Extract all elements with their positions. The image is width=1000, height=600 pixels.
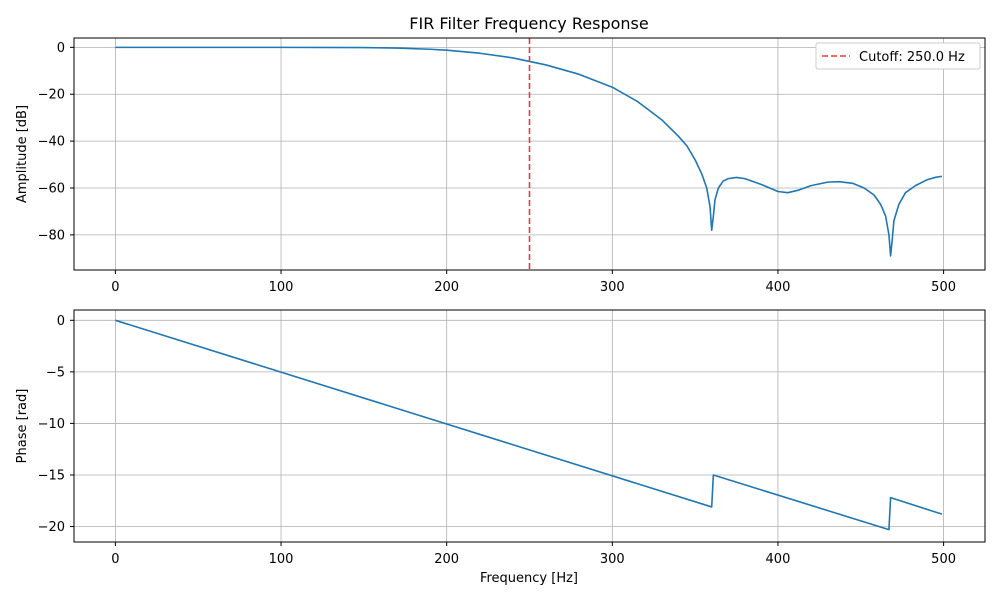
amplitude-y-tick-label: −20 (38, 88, 65, 103)
phase-x-tick-label: 400 (766, 552, 791, 567)
phase-x-tick-label: 200 (434, 552, 459, 567)
legend-box (815, 42, 981, 70)
phase-y-axis-label: Phase [rad] (15, 389, 30, 464)
amplitude-x-tick-label: 100 (269, 280, 294, 295)
legend-cutoff-label: Cutoff: 250.0 Hz (859, 50, 965, 65)
amplitude-panel: 0 100 200 300 400 500 0 −20 −40 −60 −80 (38, 37, 986, 295)
amplitude-axes-frame (73, 37, 986, 271)
amplitude-y-axis-label: Amplitude [dB] (15, 105, 30, 203)
phase-x-tick-label: 100 (269, 552, 294, 567)
phase-axes-frame (73, 309, 986, 543)
amplitude-x-tick-label: 200 (434, 280, 459, 295)
phase-series-line (115, 319, 943, 531)
phase-y-tick-label: 0 (57, 314, 65, 329)
amplitude-x-tick-label: 400 (766, 280, 791, 295)
amplitude-x-tick-label: 300 (600, 280, 625, 295)
legend: Cutoff: 250.0 Hz (815, 42, 981, 70)
chart-title: FIR Filter Frequency Response (409, 14, 648, 33)
phase-x-tick-label: 500 (931, 552, 956, 567)
phase-x-tick-label: 0 (111, 552, 119, 567)
amplitude-x-tick-label: 0 (111, 280, 119, 295)
phase-y-tick-label: −20 (38, 520, 65, 535)
phase-x-tick-label: 300 (600, 552, 625, 567)
amplitude-y-tick-label: −60 (38, 181, 65, 196)
amplitude-x-tick-label: 500 (931, 280, 956, 295)
phase-y-tick-label: −5 (46, 365, 65, 380)
phase-panel: 0 100 200 300 400 500 0 −5 −10 −15 −20 (38, 309, 986, 567)
amplitude-y-tick-label: −80 (38, 228, 65, 243)
phase-y-tick-label: −10 (38, 417, 65, 432)
amplitude-y-tick-label: −40 (38, 135, 65, 150)
amplitude-y-tick-label: 0 (57, 41, 65, 56)
amplitude-series-line (115, 46, 943, 257)
x-axis-label: Frequency [Hz] (480, 571, 578, 586)
phase-y-tick-label: −15 (38, 468, 65, 483)
